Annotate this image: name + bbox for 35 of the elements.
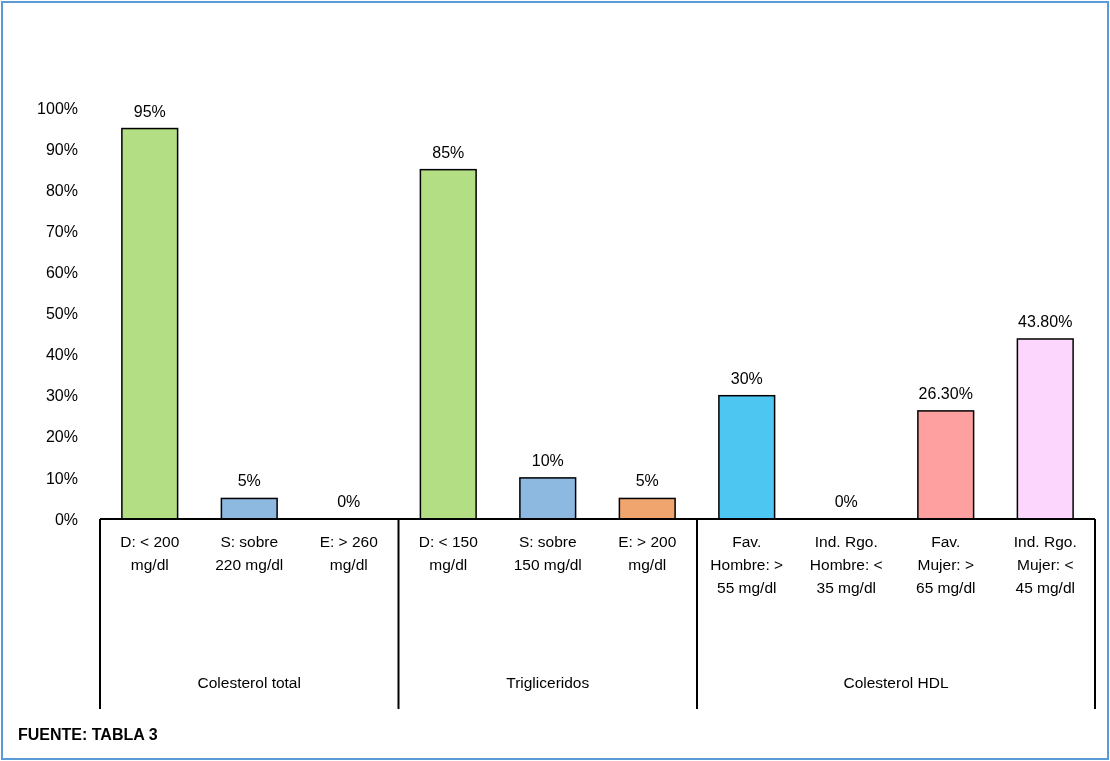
x-tick-label: Ind. Rgo. Hombre: < 35 mg/dl xyxy=(809,532,883,596)
y-tick-label: 90% xyxy=(45,140,78,158)
x-tick-label: Fav. Mujer: > 65 mg/dl xyxy=(916,532,976,596)
y-tick-label: 100% xyxy=(37,99,78,117)
x-tick-label: D: < 150 mg/dl xyxy=(418,532,479,573)
data-label: 30% xyxy=(730,369,763,387)
data-label: 5% xyxy=(635,472,659,490)
x-tick-label: S: sobre 220 mg/dl xyxy=(215,532,284,573)
y-tick-label: 30% xyxy=(45,387,78,405)
y-tick-label: 70% xyxy=(45,222,78,240)
source-note: FUENTE: TABLA 3 xyxy=(18,726,158,743)
x-tick-label: E: > 260 mg/dl xyxy=(319,532,379,573)
text: Colesterol total xyxy=(197,674,301,691)
data-label: 43.80% xyxy=(1018,312,1073,330)
data-label: 0% xyxy=(834,493,858,510)
x-tick-label: Ind. Rgo. Mujer: < 45 mg/dl xyxy=(1013,532,1077,596)
x-tick-label: D: < 200 mg/dl xyxy=(120,532,180,573)
text: Trigliceridos xyxy=(506,674,590,691)
x-tick-label: E: > 200 mg/dl xyxy=(618,532,677,573)
x-tick-label: Fav. Hombre: > 55 mg/dl xyxy=(710,532,784,596)
y-tick-label: 40% xyxy=(45,346,78,364)
x-tick-label: S: sobre 150 mg/dl xyxy=(513,532,582,573)
data-label: 10% xyxy=(531,451,564,469)
y-tick-label: 50% xyxy=(45,305,78,323)
y-tick-label: 80% xyxy=(45,181,78,199)
data-label: 85% xyxy=(432,143,465,161)
y-tick-label: 0% xyxy=(54,510,78,528)
y-tick-label: 20% xyxy=(45,428,78,446)
data-label: 0% xyxy=(337,493,361,510)
data-label: 26.30% xyxy=(918,384,973,402)
data-label: 5% xyxy=(237,472,261,490)
y-tick-label: 10% xyxy=(45,469,78,487)
data-label: 95% xyxy=(133,102,166,120)
text: Colesterol HDL xyxy=(843,674,949,691)
y-tick-label: 60% xyxy=(45,264,78,281)
